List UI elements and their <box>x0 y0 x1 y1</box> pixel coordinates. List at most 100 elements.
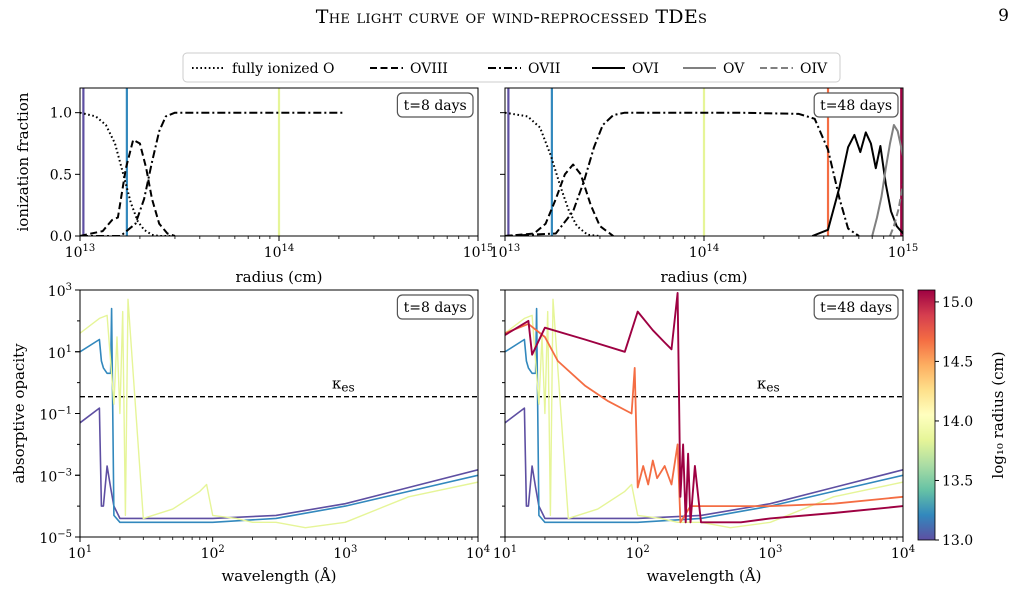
series-line <box>811 131 903 236</box>
x-tick-label-base: 10 <box>463 245 481 261</box>
time-annotation: t=48 days <box>820 300 892 316</box>
x-tick-label: 101 <box>493 544 517 562</box>
x-tick-label-exp: 15 <box>481 243 494 254</box>
x-tick-label-exp: 3 <box>776 544 782 555</box>
plot-area <box>505 292 903 529</box>
series-line <box>505 322 903 524</box>
running-head-title: The light curve of wind-reprocessed TDEs <box>315 6 708 28</box>
kappa-subscript: es <box>766 381 779 395</box>
x-tick-label-base: 10 <box>891 546 909 562</box>
x-tick-label-base: 10 <box>68 546 86 562</box>
series-line <box>871 124 903 236</box>
colorbar-label: log₁₀ radius (cm) <box>989 351 1007 478</box>
time-annotation-box <box>813 92 899 118</box>
plot-area <box>80 88 344 236</box>
x-tick-label: 1014 <box>689 243 720 261</box>
legend-label: OVIII <box>410 61 448 77</box>
y-tick-label-exp: 3 <box>66 282 72 293</box>
x-tick-label-exp: 15 <box>906 243 919 254</box>
series-line <box>80 298 478 529</box>
x-tick-label-base: 10 <box>626 546 644 562</box>
x-tick-label-exp: 14 <box>282 243 295 254</box>
series-line <box>80 111 344 236</box>
x-tick-label-exp: 2 <box>218 544 224 555</box>
series-line <box>505 111 860 236</box>
y-tick-label-base: 10 <box>48 284 66 300</box>
x-tick-label-exp: 13 <box>508 243 521 254</box>
x-tick-label: 103 <box>333 544 357 562</box>
series-line <box>889 184 903 236</box>
x-tick-label-base: 10 <box>689 245 707 261</box>
y-tick-label-base: 10 <box>39 469 57 485</box>
axes-frame <box>504 289 904 538</box>
kappa-es-label: κes <box>757 375 780 395</box>
x-tick-label-base: 10 <box>65 245 83 261</box>
x-tick-label: 103 <box>758 544 782 562</box>
x-tick-label: 1015 <box>888 243 919 261</box>
x-tick-label: 1013 <box>490 243 521 261</box>
y-axis-label: ionization fraction <box>14 92 32 231</box>
colorbar-tick-label: 13.0 <box>942 533 973 549</box>
kappa-subscript: es <box>341 381 354 395</box>
y-tick-label-exp: 1 <box>66 344 72 355</box>
x-tick-label-exp: 4 <box>484 544 490 555</box>
x-tick-label: 102 <box>626 544 650 562</box>
colorbar-tick-label: 14.0 <box>942 414 973 430</box>
y-tick-label: 10−3 <box>39 467 72 485</box>
time-annotation-box <box>396 92 474 118</box>
x-axis-label: wavelength (Å) <box>221 567 336 585</box>
series-line <box>505 307 903 524</box>
series-line <box>80 138 176 236</box>
legend-label: OIV <box>800 61 828 77</box>
y-tick-label: 0.5 <box>50 167 72 183</box>
y-tick-label: 10−5 <box>39 529 72 547</box>
y-tick-label-base: 10 <box>39 408 57 424</box>
x-tick-label-base: 10 <box>466 546 484 562</box>
y-tick-label: 1.0 <box>50 106 72 122</box>
x-axis-label: radius (cm) <box>236 268 323 286</box>
x-axis-label: radius (cm) <box>661 268 748 286</box>
x-tick-label-exp: 4 <box>909 544 915 555</box>
x-tick-label-exp: 1 <box>511 544 517 555</box>
time-annotation-box <box>396 294 474 320</box>
x-tick-label-exp: 3 <box>351 544 357 555</box>
x-tick-label-base: 10 <box>264 245 282 261</box>
legend-label: OV <box>723 61 745 77</box>
legend-label: OVII <box>528 61 560 77</box>
time-annotation: t=48 days <box>820 98 892 114</box>
plot-area <box>505 88 903 236</box>
axes-frame <box>79 289 479 538</box>
page-number: 9 <box>998 6 1009 26</box>
colorbar-tick-label: 13.5 <box>942 473 973 489</box>
series-line <box>505 292 903 524</box>
series-line <box>505 298 903 529</box>
kappa-symbol: κ <box>757 375 767 393</box>
y-tick-label-base: 10 <box>39 531 57 547</box>
colorbar-tick-label: 15.0 <box>942 295 973 311</box>
legend-label: fully ionized O <box>232 61 334 77</box>
x-tick-label: 1015 <box>463 243 494 261</box>
x-tick-label-base: 10 <box>490 245 508 261</box>
series-line <box>80 307 478 524</box>
legend: fully ionized O OVIII OVII OVI OV OIV <box>182 52 841 83</box>
x-tick-label-exp: 2 <box>643 544 649 555</box>
y-tick-label: 101 <box>48 344 72 362</box>
x-tick-label: 104 <box>466 544 490 562</box>
page-header: The light curve of wind-reprocessed TDEs… <box>0 0 1023 36</box>
x-tick-label-base: 10 <box>888 245 906 261</box>
colorbar: 13.0 13.5 14.0 14.5 15.0 log₁₀ radius (cm) <box>917 289 1007 549</box>
time-annotation-box <box>813 294 899 320</box>
legend-label: OVI <box>632 61 659 77</box>
time-annotation: t=8 days <box>404 300 467 316</box>
colorbar-tick-label: 14.5 <box>942 354 973 370</box>
x-tick-label-exp: 14 <box>707 243 720 254</box>
x-tick-label-base: 10 <box>333 546 351 562</box>
series-line <box>505 163 614 236</box>
kappa-symbol: κ <box>332 375 342 393</box>
kappa-es-label: κes <box>332 375 355 395</box>
y-tick-label-exp: −3 <box>57 467 72 478</box>
x-tick-label-exp: 1 <box>86 544 92 555</box>
